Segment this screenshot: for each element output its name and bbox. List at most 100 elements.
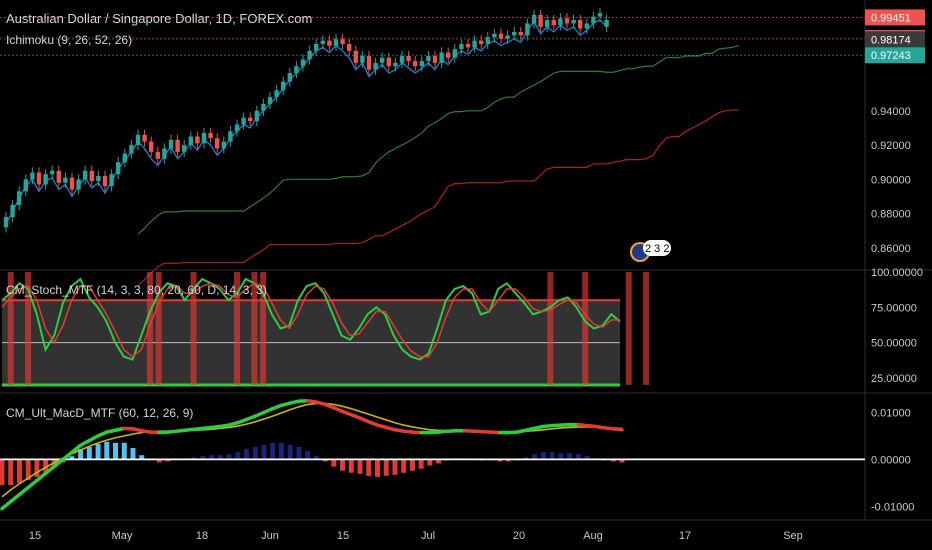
candle-body[interactable] bbox=[492, 33, 497, 38]
candle-body[interactable] bbox=[333, 38, 339, 46]
candle-body[interactable] bbox=[188, 136, 193, 146]
candle-body[interactable] bbox=[314, 43, 319, 51]
candle-body[interactable] bbox=[432, 55, 438, 63]
candle-body[interactable] bbox=[10, 205, 15, 218]
candle-body[interactable] bbox=[17, 191, 22, 206]
candle-body[interactable] bbox=[129, 145, 134, 154]
candle-body[interactable] bbox=[426, 55, 431, 62]
candle-body[interactable] bbox=[538, 14, 543, 27]
candle-body[interactable] bbox=[162, 148, 167, 159]
candle-body[interactable] bbox=[69, 177, 75, 190]
candle-body[interactable] bbox=[168, 139, 174, 149]
candle-body[interactable] bbox=[83, 170, 88, 180]
candle-body[interactable] bbox=[63, 177, 68, 183]
macd-label[interactable]: CM_Ult_MacD_MTF (60, 12, 26, 9) bbox=[6, 406, 193, 420]
candle-body[interactable] bbox=[274, 90, 279, 98]
candle-body[interactable] bbox=[439, 52, 444, 63]
candle-body[interactable] bbox=[386, 57, 391, 67]
candle-body[interactable] bbox=[578, 19, 583, 29]
candle-body[interactable] bbox=[215, 138, 220, 149]
candle-body[interactable] bbox=[459, 43, 464, 50]
candle-body[interactable] bbox=[261, 103, 266, 111]
candle-body[interactable] bbox=[591, 16, 596, 24]
candle-body[interactable] bbox=[281, 81, 286, 91]
candle-body[interactable] bbox=[393, 62, 398, 67]
symbol-title: Australian Dollar / Singapore Dollar, 1D… bbox=[6, 11, 312, 26]
candle-body[interactable] bbox=[584, 23, 589, 29]
candle-body[interactable] bbox=[525, 23, 530, 36]
candle-body[interactable] bbox=[89, 170, 94, 182]
candle-body[interactable] bbox=[267, 97, 273, 104]
candle-body[interactable] bbox=[465, 43, 471, 48]
candle-body[interactable] bbox=[241, 117, 246, 125]
candle-body[interactable] bbox=[406, 55, 411, 62]
candle-body[interactable] bbox=[380, 57, 385, 63]
events-badge[interactable]: 2 3 2 bbox=[630, 240, 671, 262]
candle-body[interactable] bbox=[56, 170, 61, 183]
candle-body[interactable] bbox=[155, 151, 160, 159]
candle-body[interactable] bbox=[50, 170, 55, 175]
candle-body[interactable] bbox=[413, 61, 418, 67]
candle-body[interactable] bbox=[182, 145, 187, 152]
candle-body[interactable] bbox=[195, 136, 200, 144]
candle-body[interactable] bbox=[175, 139, 180, 152]
candle-body[interactable] bbox=[201, 133, 207, 144]
price-tag-bg bbox=[865, 47, 925, 64]
stoch-label[interactable]: CM_Stoch_MTF (14, 3, 3, 80, 20, 60, D, 1… bbox=[6, 283, 267, 297]
candle-body[interactable] bbox=[479, 40, 484, 44]
candle-body[interactable] bbox=[531, 14, 537, 24]
candle-body[interactable] bbox=[564, 18, 570, 24]
candle-body[interactable] bbox=[287, 73, 292, 82]
candle-body[interactable] bbox=[558, 18, 563, 26]
candle-body[interactable] bbox=[518, 31, 523, 36]
candle-body[interactable] bbox=[116, 162, 121, 175]
candle-body[interactable] bbox=[294, 66, 299, 74]
candle-body[interactable] bbox=[597, 13, 603, 17]
candle-body[interactable] bbox=[43, 174, 48, 185]
candle-body[interactable] bbox=[366, 55, 372, 70]
candle-body[interactable] bbox=[109, 174, 114, 187]
candle-body[interactable] bbox=[604, 19, 609, 27]
candle-body[interactable] bbox=[96, 175, 101, 182]
candle-body[interactable] bbox=[505, 35, 510, 39]
candle-body[interactable] bbox=[102, 175, 108, 187]
candle-body[interactable] bbox=[399, 55, 405, 63]
ichimoku-label[interactable]: Ichimoku (9, 26, 52, 26) bbox=[6, 33, 132, 47]
candle-body[interactable] bbox=[149, 141, 154, 152]
candle-body[interactable] bbox=[208, 133, 213, 139]
candle-body[interactable] bbox=[571, 19, 576, 24]
candle-body[interactable] bbox=[320, 40, 325, 44]
candle-body[interactable] bbox=[234, 124, 240, 132]
candle-body[interactable] bbox=[551, 19, 556, 26]
candle-body[interactable] bbox=[122, 153, 127, 163]
candle-body[interactable] bbox=[254, 110, 259, 122]
candle-body[interactable] bbox=[142, 134, 147, 142]
candle-body[interactable] bbox=[498, 33, 504, 39]
candle-body[interactable] bbox=[23, 179, 28, 192]
candle-body[interactable] bbox=[3, 217, 9, 228]
macd-hist-bar bbox=[549, 452, 555, 460]
stoch-signal-bar bbox=[7, 272, 14, 385]
candle-body[interactable] bbox=[30, 172, 35, 180]
candle-body[interactable] bbox=[512, 31, 517, 36]
candle-body[interactable] bbox=[419, 61, 424, 67]
candle-body[interactable] bbox=[353, 50, 358, 63]
candle-body[interactable] bbox=[228, 131, 233, 142]
candle-body[interactable] bbox=[327, 40, 332, 46]
candle-body[interactable] bbox=[221, 141, 226, 149]
candle-body[interactable] bbox=[472, 40, 477, 48]
candle-body[interactable] bbox=[76, 179, 81, 190]
candle-body[interactable] bbox=[135, 134, 141, 146]
candle-body[interactable] bbox=[347, 43, 352, 51]
candle-body[interactable] bbox=[373, 62, 378, 70]
candle-body[interactable] bbox=[360, 55, 365, 63]
candle-body[interactable] bbox=[300, 59, 306, 67]
candle-body[interactable] bbox=[545, 19, 550, 27]
candle-body[interactable] bbox=[485, 37, 490, 44]
candle-body[interactable] bbox=[452, 49, 457, 58]
candle-body[interactable] bbox=[248, 117, 253, 122]
candle-body[interactable] bbox=[340, 38, 345, 44]
candle-body[interactable] bbox=[36, 172, 42, 185]
